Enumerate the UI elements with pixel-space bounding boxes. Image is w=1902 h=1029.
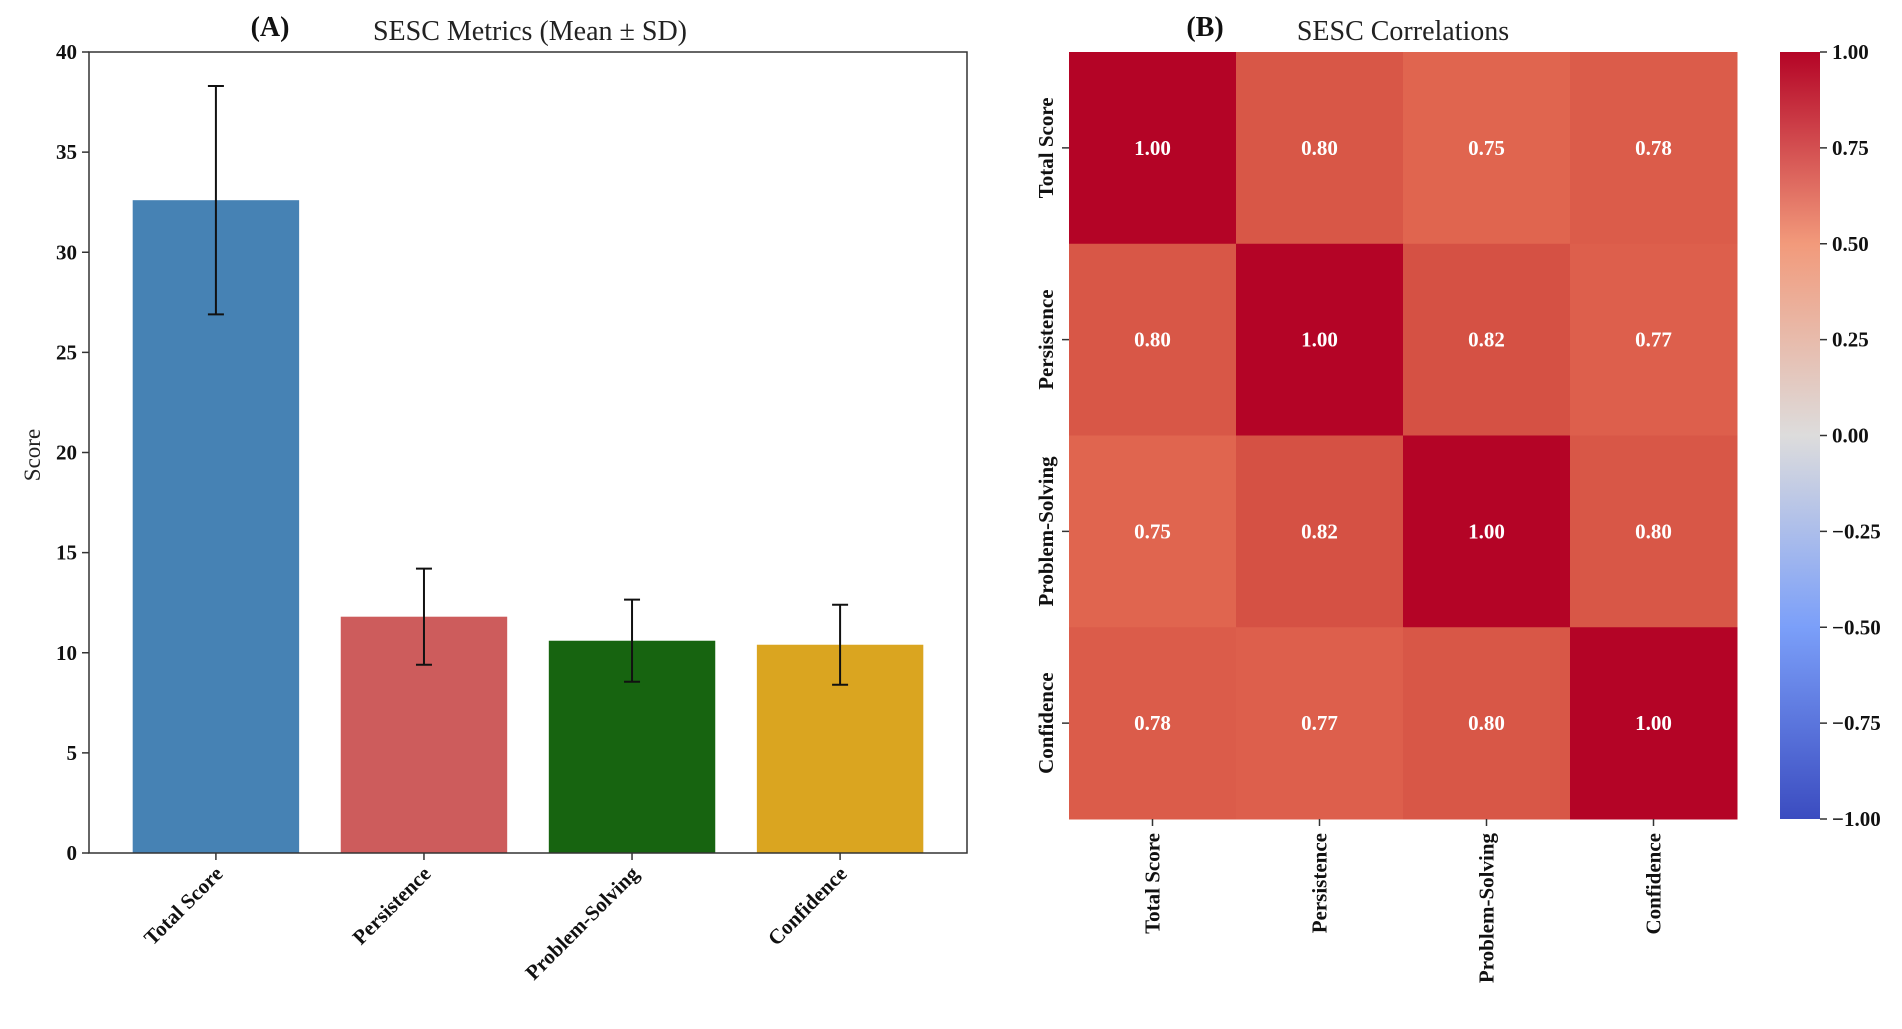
heatmap-cell: [1236, 243, 1404, 436]
bar-chart-panel: (A) SESC Metrics (Mean ± SD) Score 0 5 10 1…: [20, 12, 968, 985]
col-label: Total Score: [1141, 833, 1165, 934]
cell-value: 1.00: [1635, 711, 1672, 735]
heatmap-cell: [1570, 243, 1738, 436]
heatmap-panel: (B) SESC Correlations 1.00 0.80 0.75 0.78 To…: [1034, 12, 1881, 983]
row-label: Total Score: [1034, 97, 1058, 198]
bar-chart-title: SESC Metrics (Mean ± SD): [373, 16, 687, 47]
col-label: Problem-Solving: [1475, 833, 1499, 984]
heatmap-cell: [1403, 243, 1571, 436]
cell-value: 0.77: [1635, 328, 1672, 352]
panel-label-a: (A): [251, 12, 290, 43]
colorbar-tick-label: 0.50: [1832, 232, 1869, 256]
cell-value: 1.00: [1468, 519, 1505, 543]
row-label: Confidence: [1034, 672, 1058, 774]
y-tick-label: 15: [56, 541, 77, 565]
heatmap-cell: [1236, 435, 1404, 628]
heatmap-cell: [1403, 435, 1571, 628]
heatmap-cell: [1570, 52, 1738, 245]
x-tick-label: Total Score: [139, 862, 227, 950]
heatmap-cell: [1069, 627, 1237, 820]
plot-frame: [88, 51, 968, 854]
x-tick-label: Persistence: [348, 862, 436, 950]
row-label: Persistence: [1034, 289, 1058, 389]
y-tick-label: 20: [56, 441, 77, 465]
y-tick-label: 40: [56, 40, 77, 64]
heatmap-cell: [1403, 52, 1571, 245]
cell-value: 0.78: [1635, 136, 1672, 160]
colorbar-tick-label: −0.50: [1832, 615, 1881, 639]
heatmap-cell: [1236, 52, 1404, 245]
x-tick-label: Problem-Solving: [520, 861, 643, 984]
y-tick-label: 25: [56, 340, 77, 364]
colorbar-tick-label: −1.00: [1832, 807, 1881, 831]
cell-value: 0.80: [1635, 519, 1672, 543]
heatmap-cell: [1570, 627, 1738, 820]
cell-value: 0.80: [1468, 711, 1505, 735]
colorbar: [1780, 52, 1820, 819]
x-tick-label: Confidence: [763, 862, 852, 951]
cell-value: 0.77: [1301, 711, 1338, 735]
cell-value: 0.82: [1301, 519, 1338, 543]
colorbar-tick-label: 1.00: [1832, 40, 1869, 64]
heatmap-cell: [1069, 52, 1237, 245]
panel-label-b: (B): [1186, 12, 1223, 43]
heatmap-title: SESC Correlations: [1297, 16, 1509, 47]
y-tick-label: 30: [56, 240, 77, 264]
colorbar-tick-label: 0.00: [1832, 424, 1869, 448]
cell-value: 1.00: [1301, 328, 1338, 352]
col-label: Persistence: [1308, 833, 1332, 933]
heatmap-cell: [1069, 435, 1237, 628]
row-label: Problem-Solving: [1034, 456, 1058, 607]
heatmap-cell: [1069, 243, 1237, 436]
heatmap-cell: [1403, 627, 1571, 820]
colorbar-tick-label: 0.25: [1832, 328, 1869, 352]
colorbar-tick-label: 0.75: [1832, 136, 1869, 160]
y-tick-label: 0: [67, 841, 78, 865]
colorbar-tick-label: −0.75: [1832, 711, 1881, 735]
cell-value: 0.80: [1301, 136, 1338, 160]
colorbar-tick-label: −0.25: [1832, 519, 1881, 543]
cell-value: 0.78: [1134, 711, 1171, 735]
y-tick-label: 35: [56, 140, 77, 164]
col-label: Confidence: [1642, 833, 1666, 935]
heatmap-cell: [1570, 435, 1738, 628]
cell-value: 0.75: [1468, 136, 1505, 160]
y-axis-label: Score: [20, 429, 45, 481]
cell-value: 0.75: [1134, 519, 1171, 543]
y-tick-label: 5: [67, 741, 78, 765]
cell-value: 0.82: [1468, 328, 1505, 352]
cell-value: 1.00: [1134, 136, 1171, 160]
y-tick-label: 10: [56, 641, 77, 665]
cell-value: 0.80: [1134, 328, 1171, 352]
heatmap-cell: [1236, 627, 1404, 820]
